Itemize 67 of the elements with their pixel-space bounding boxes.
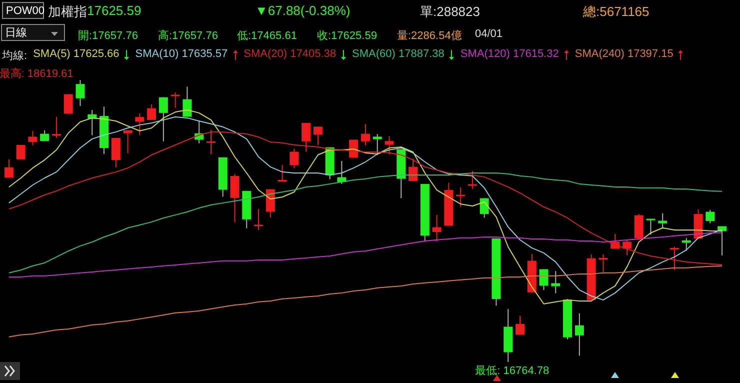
text: 日線 [1,24,65,41]
text: 17405.38 [290,48,336,60]
candlestick [432,214,442,242]
text: 17397.15 [627,48,674,60]
candlestick [135,112,144,136]
candlestick [646,218,656,236]
text: POW00 [2,2,45,19]
text: SMA(5) [33,48,70,60]
candlestick [230,174,240,223]
text: 低:17465.61 [237,29,297,43]
text: 收:17625.59 [317,29,377,43]
candlestick [64,94,73,114]
candlestick [622,239,632,256]
text: 17635.57 [182,48,228,60]
candlestick [147,104,156,120]
text: SMA(60) [352,48,396,60]
text: 最低: 16764.78 [474,364,550,378]
legend-title: 均線: [2,49,28,63]
candlestick [290,148,299,169]
candlestick [123,130,132,154]
candlestick [170,92,180,108]
text: SMA(240) [574,48,624,60]
candlestick [574,312,584,356]
candlestick [718,226,727,256]
candlestick [4,158,14,178]
candlestick [28,130,38,146]
text: SMA(120) [460,48,510,60]
candlestick [468,170,477,190]
candlestick [16,144,26,160]
candlestick [515,315,524,336]
candlestick [658,212,668,230]
text: ▼67.88(-0.38%) [255,3,350,18]
text: 17625.66 [73,48,120,60]
text: 開:17657.76 [78,29,138,43]
text: SMA(20) [244,48,288,60]
candlestick [302,122,311,152]
candlestick [539,268,548,291]
candlestick [384,136,394,155]
candlestick [670,246,679,270]
text: SMA(10) [135,48,179,60]
candlestick [158,96,168,142]
text: 17887.38 [398,48,444,60]
candlestick [313,126,322,146]
candlestick [360,124,370,146]
candlestick [111,138,120,168]
candlestick [52,116,61,139]
chart-title: 加權指 [48,3,87,21]
text: 17615.32 [512,48,559,60]
candlestick [206,129,216,155]
candlestick [182,86,192,118]
candlestick [634,214,644,239]
candlestick [372,134,382,156]
candlestick [706,209,715,224]
candlestick [551,270,560,294]
candlestick [598,254,608,272]
candlestick [76,80,85,106]
candlestick [337,160,346,184]
candlestick [254,208,264,230]
text: 17625.59 [87,3,142,18]
candlestick [278,164,287,182]
text: 04/01 [475,28,503,40]
text: 量:2286.54億 [397,28,462,43]
text: 單:288823 [420,3,480,21]
text: 總:5671165 [583,3,650,21]
candlestick [480,198,489,218]
candlestick [456,186,466,208]
text: 高:17657.76 [158,28,218,43]
